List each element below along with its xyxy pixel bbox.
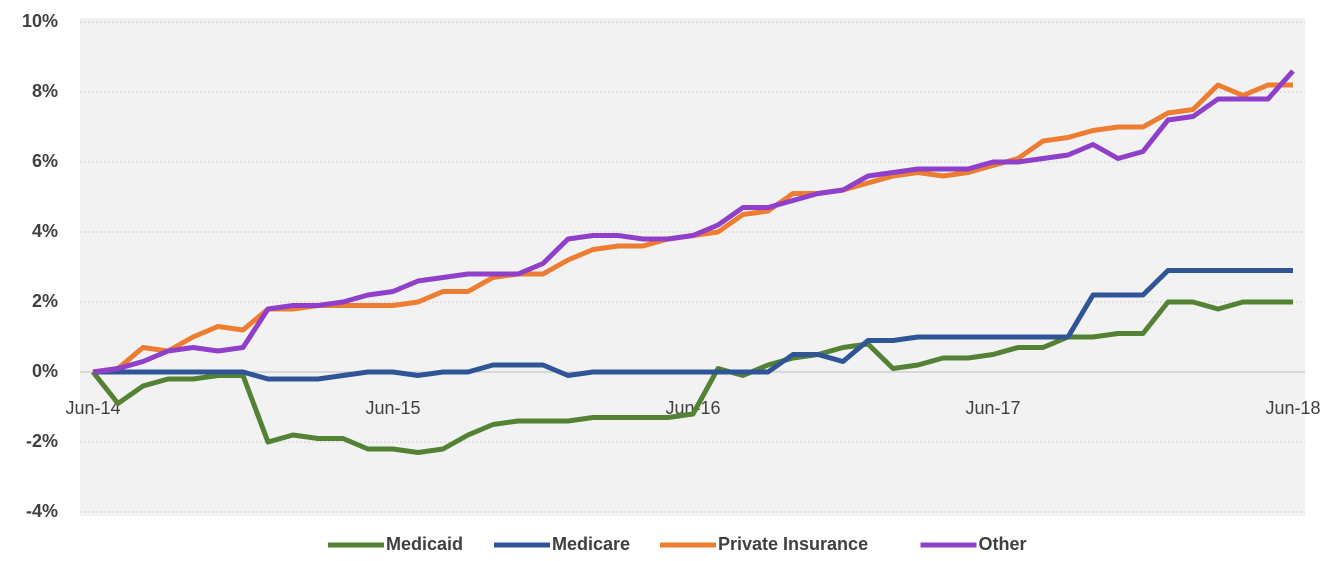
legend-label: Medicare xyxy=(552,534,630,554)
series-line xyxy=(92,69,1295,375)
y-tick-label: 0% xyxy=(32,361,58,381)
y-tick-label: 10% xyxy=(22,11,58,31)
x-tick-label: Jun-16 xyxy=(665,398,720,418)
x-tick-label: Jun-14 xyxy=(65,398,120,418)
legend-label: Medicaid xyxy=(386,534,463,554)
y-tick-label: 2% xyxy=(32,291,58,311)
legend-label: Private Insurance xyxy=(718,534,868,554)
y-tick-label: 8% xyxy=(32,81,58,101)
y-tick-label: -4% xyxy=(26,501,58,521)
y-tick-label: 6% xyxy=(32,151,58,171)
y-tick-label: -2% xyxy=(26,431,58,451)
series-line xyxy=(91,299,1293,455)
x-tick-label: Jun-15 xyxy=(365,398,420,418)
x-tick-label: Jun-17 xyxy=(965,398,1020,418)
plot-area xyxy=(80,18,1305,516)
series-line xyxy=(93,268,1293,382)
y-tick-label: 4% xyxy=(32,221,58,241)
legend-label: Other xyxy=(979,534,1027,554)
x-tick-label: Jun-18 xyxy=(1265,398,1320,418)
